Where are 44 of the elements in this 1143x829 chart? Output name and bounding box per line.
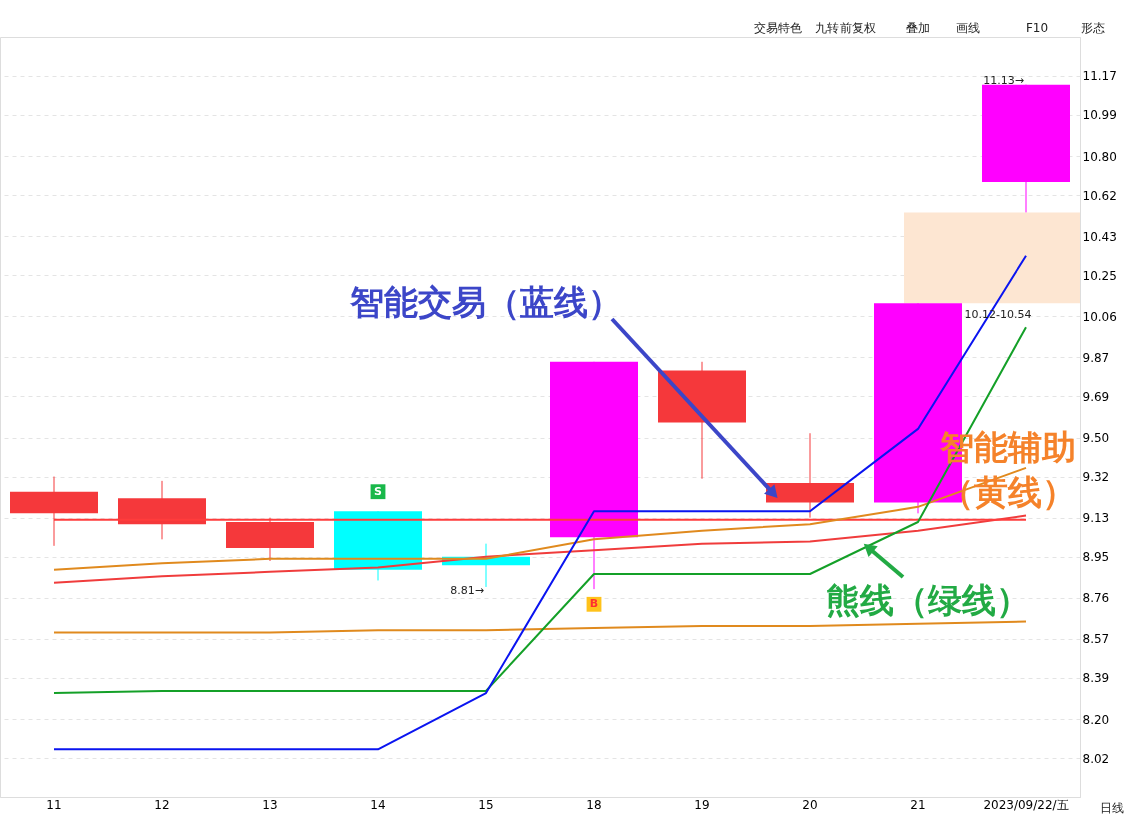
y-tick-label: 9.87 (1082, 350, 1110, 365)
y-tick-label: 9.32 (1082, 470, 1110, 485)
y-tick-label: 8.20 (1082, 712, 1110, 727)
x-tick-label: 20 (802, 797, 818, 812)
y-tick-label: 8.95 (1082, 550, 1110, 565)
x-tick-label: 2023/09/22/五 (983, 797, 1069, 812)
y-tick-label: 10.06 (1082, 309, 1117, 324)
y-tick-label: 9.50 (1082, 431, 1110, 446)
y-tick-label: 9.69 (1082, 389, 1110, 404)
y-tick-label: 8.39 (1082, 671, 1110, 686)
annotation: 熊线（绿线） (826, 580, 1030, 620)
text: 前复权 (840, 21, 876, 35)
y-tick-label: 10.25 (1082, 268, 1117, 283)
text: 叠加 (906, 21, 930, 35)
y-tick-label: 10.43 (1082, 229, 1117, 244)
y-tick-label: 10.62 (1082, 188, 1117, 203)
annotation: 11.13→ (983, 73, 1024, 87)
y-tick-label: 10.99 (1082, 108, 1117, 123)
y-tick-label: 10.80 (1082, 149, 1117, 164)
x-tick-label: 12 (154, 797, 170, 812)
x-tick-label: 21 (910, 797, 926, 812)
x-tick-label: 15 (478, 797, 494, 812)
y-tick-label: 8.57 (1082, 632, 1110, 647)
text: 形态 (1081, 21, 1105, 35)
text: 九转 (815, 21, 839, 35)
annotation: S (374, 484, 383, 498)
annotation: 智能交易（蓝线） (349, 282, 622, 322)
y-tick-label: 11.17 (1082, 69, 1117, 84)
x-tick-label: 18 (586, 797, 602, 812)
x-tick-label: 13 (262, 797, 278, 812)
line-series (53, 514, 1027, 584)
x-tick-label: 11 (46, 797, 62, 812)
x-tick-label: 19 (694, 797, 710, 812)
y-tick-label: 8.76 (1082, 591, 1110, 606)
text: 画线 (956, 21, 980, 35)
annotation: 8.81→ (450, 583, 484, 597)
line-series (53, 620, 1027, 634)
text: 日线 (1100, 801, 1124, 815)
text: F10 (1025, 21, 1049, 35)
y-tick-label: 9.13 (1082, 511, 1110, 526)
x-tick-label: 14 (370, 797, 386, 812)
annotation: B (589, 597, 599, 611)
y-tick-label: 8.02 (1082, 751, 1110, 766)
text: 交易特色 (754, 21, 802, 35)
